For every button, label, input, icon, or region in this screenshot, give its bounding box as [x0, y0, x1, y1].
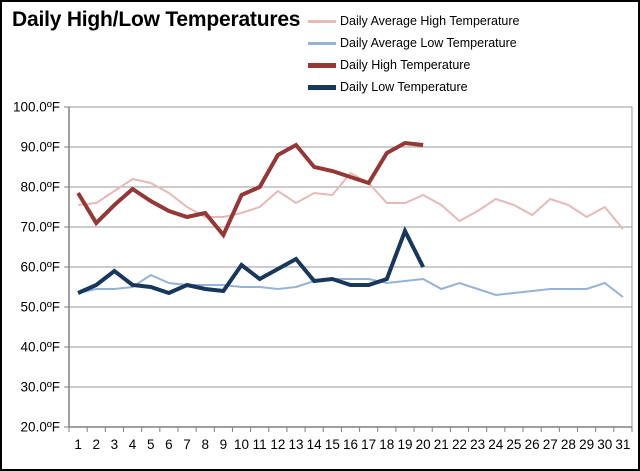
x-tick-label: 21	[434, 437, 449, 452]
series-line-1	[77, 273, 624, 298]
chart-title: Daily High/Low Temperatures	[12, 8, 301, 31]
legend-line-swatch	[308, 41, 336, 45]
x-tick-label: 28	[561, 437, 576, 452]
x-tick-label: 24	[488, 437, 504, 452]
x-tick-label: 31	[615, 437, 630, 452]
legend-item: Daily Average Low Temperature	[308, 32, 520, 54]
y-tick-label: 40.0ºF	[21, 340, 60, 355]
x-tick-label: 10	[234, 437, 249, 452]
x-tick-label: 25	[506, 437, 521, 452]
y-tick-label: 70.0ºF	[21, 220, 60, 235]
legend-label: Daily High Temperature	[340, 58, 471, 72]
x-tick-label: 29	[579, 437, 594, 452]
x-tick-label: 8	[201, 437, 209, 452]
x-tick-label: 27	[543, 437, 558, 452]
x-tick-label: 2	[92, 437, 100, 452]
x-tick-label: 30	[597, 437, 612, 452]
x-tick-label: 26	[525, 437, 540, 452]
series-line-2	[76, 140, 424, 239]
legend-item: Daily High Temperature	[308, 54, 520, 76]
x-tick-label: 4	[129, 437, 137, 452]
y-tick-label: 20.0ºF	[21, 420, 60, 435]
x-tick-label: 14	[307, 437, 323, 452]
x-tick-label: 19	[397, 437, 412, 452]
x-tick-label: 5	[147, 437, 155, 452]
x-tick-label: 7	[183, 437, 191, 452]
x-tick-label: 17	[361, 437, 376, 452]
x-tick-label: 6	[165, 437, 173, 452]
x-tick-label: 13	[289, 437, 304, 452]
x-tick-label: 16	[343, 437, 358, 452]
legend-item: Daily Average High Temperature	[308, 10, 520, 32]
x-tick-label: 23	[470, 437, 485, 452]
y-tick-label: 100.0ºF	[13, 100, 60, 115]
legend-item: Daily Low Temperature	[308, 76, 520, 98]
y-tick-label: 60.0ºF	[21, 260, 60, 275]
x-tick-label: 15	[325, 437, 340, 452]
x-tick-label: 3	[111, 437, 119, 452]
y-tick-label: 90.0ºF	[21, 140, 60, 155]
y-tick-label: 50.0ºF	[21, 300, 60, 315]
series-line-3	[77, 226, 425, 296]
legend-label: Daily Average Low Temperature	[340, 36, 517, 50]
legend: Daily Average High Temperature Daily Ave…	[308, 10, 520, 98]
x-tick-label: 12	[270, 437, 285, 452]
x-tick-label: 9	[220, 437, 228, 452]
legend-label: Daily Low Temperature	[340, 80, 468, 94]
x-tick-label: 20	[416, 437, 431, 452]
legend-line-swatch	[308, 62, 336, 68]
x-tick-label: 18	[379, 437, 394, 452]
y-tick-label: 80.0ºF	[21, 180, 60, 195]
x-tick-label: 22	[452, 437, 467, 452]
series-line-0	[77, 171, 624, 230]
x-tick-label: 11	[253, 437, 267, 452]
x-tick-label: 1	[74, 437, 82, 452]
y-tick-label: 30.0ºF	[21, 380, 60, 395]
legend-label: Daily Average High Temperature	[340, 14, 520, 28]
legend-line-swatch	[308, 84, 336, 90]
legend-line-swatch	[308, 19, 336, 23]
